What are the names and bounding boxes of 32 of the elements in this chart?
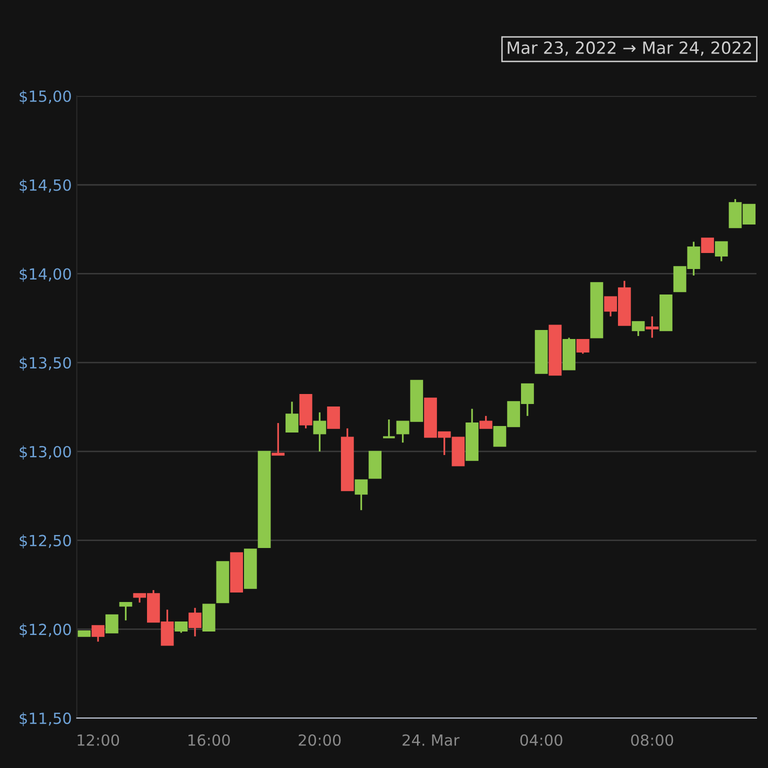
y-tick-label: $14,50 bbox=[20, 179, 71, 193]
x-tick-label: 20:00 bbox=[298, 734, 341, 746]
candlestick bbox=[286, 400, 298, 433]
candlestick bbox=[382, 418, 396, 438]
y-tick-label: $15,00 bbox=[20, 90, 71, 104]
candlestick bbox=[646, 316, 659, 339]
candlestick bbox=[701, 238, 714, 253]
candlestick bbox=[479, 415, 492, 430]
text: Mar 23, 2022 → Mar 24, 2022 bbox=[508, 41, 751, 56]
x-tick-label: 04:00 bbox=[520, 734, 562, 746]
candlestick bbox=[174, 621, 188, 634]
y-tick-label: $12,50 bbox=[20, 534, 71, 548]
candlestick bbox=[714, 240, 728, 262]
candlestick bbox=[632, 320, 645, 337]
y-tick-label: $13,50 bbox=[20, 356, 71, 371]
candlestick bbox=[272, 422, 285, 456]
candlestick bbox=[188, 607, 202, 638]
y-tick-label: $11,50 bbox=[20, 712, 71, 726]
x-tick-label: 24. Mar bbox=[402, 734, 460, 746]
x-tick-label: 12:00 bbox=[78, 734, 120, 746]
candlestick bbox=[92, 624, 104, 642]
candlestick bbox=[313, 412, 326, 452]
candlestick bbox=[576, 338, 590, 355]
y-tick-label: $14,00 bbox=[20, 268, 71, 282]
candlestick bbox=[119, 602, 132, 622]
candlestick bbox=[105, 614, 118, 634]
y-tick-label: $13,00 bbox=[20, 446, 71, 460]
y-tick-label: $12,00 bbox=[20, 623, 71, 638]
x-tick-label: 08:00 bbox=[631, 734, 674, 746]
candlestick bbox=[354, 479, 368, 511]
candlestick bbox=[327, 406, 340, 429]
x-tick-label: 16:00 bbox=[188, 734, 230, 746]
